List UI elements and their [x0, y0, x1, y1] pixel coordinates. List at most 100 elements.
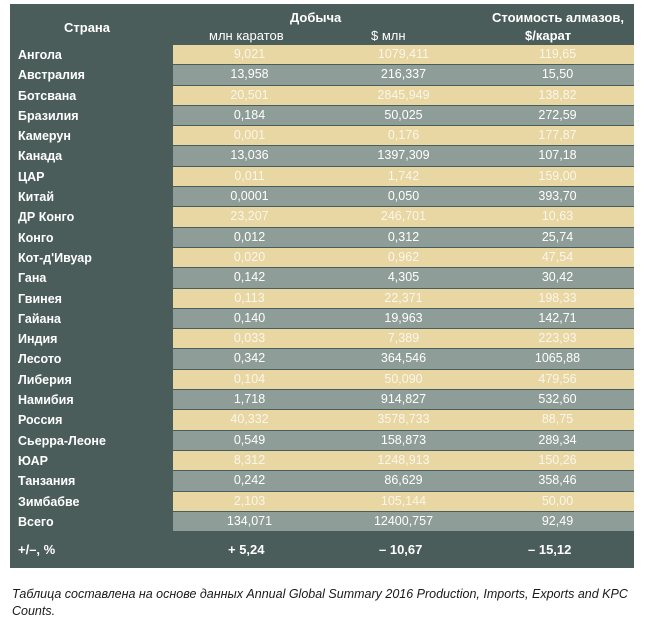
per-carat-cell: 159,00 — [538, 168, 577, 183]
country-name: Гайана — [18, 311, 62, 326]
per-carat-cell: 92,49 — [541, 513, 574, 528]
row-values: 0,342 364,546 1065,88 — [173, 349, 634, 369]
per-carat-cell: 30,42 — [541, 270, 574, 285]
carats-cell: 0,342 — [233, 351, 266, 366]
per-carat-cell: 479,56 — [538, 371, 577, 386]
table-row: Лесото 0,342 364,546 1065,88 — [10, 349, 634, 369]
per-carat-cell: 223,93 — [538, 331, 577, 346]
carats-cell: 9,021 — [233, 47, 266, 61]
carats-cell: 13,958 — [230, 67, 269, 82]
per-carat-cell: 119,65 — [538, 47, 577, 61]
country-name: Лесото — [18, 352, 62, 367]
per-carat-cell: 393,70 — [538, 189, 577, 204]
country-name: Танзания — [18, 474, 76, 489]
per-carat-cell: 47,54 — [541, 249, 574, 264]
per-carat-cell: 532,60 — [538, 392, 577, 407]
country-name: Гана — [18, 271, 47, 286]
row-values: 13,036 1397,309 107,18 — [173, 146, 634, 166]
table-row: Канада 13,036 1397,309 107,18 — [10, 146, 634, 166]
usd-cell: 1079,411 — [377, 47, 430, 61]
usd-cell: 216,337 — [380, 67, 427, 82]
row-values: 0,001 0,176 177,87 — [173, 126, 634, 146]
row-values: 0,549 158,873 289,34 — [173, 430, 634, 450]
usd-cell: 246,701 — [380, 209, 427, 224]
row-values: 0,104 50,090 479,56 — [173, 369, 634, 390]
row-values: 0,113 22,371 198,33 — [173, 288, 634, 308]
table-body: Ангола 9,021 1079,411 119,65 Австралия 13,958… — [10, 45, 634, 532]
carats-cell: 1,718 — [233, 392, 266, 407]
country-name: Зимбабве — [18, 494, 80, 509]
usd-cell: 50,090 — [384, 371, 423, 386]
usd-cell: 0,962 — [387, 249, 420, 264]
table-row: Гана 0,142 4,305 30,42 — [10, 268, 634, 288]
table-row: Танзания 0,242 86,629 358,46 — [10, 471, 634, 491]
usd-cell: 0,312 — [387, 229, 420, 244]
usd-cell: 158,873 — [380, 432, 427, 447]
row-values: 23,207 246,701 10,63 — [173, 207, 634, 227]
diamond-table: Страна Добыча млн каратов $ млн Стоимост… — [10, 4, 634, 568]
carats-cell: 0,011 — [234, 168, 265, 183]
carats-cell: 0,549 — [233, 432, 266, 447]
usd-cell: 7,389 — [387, 331, 420, 346]
usd-cell: 1397,309 — [377, 148, 430, 163]
row-values: 0,020 0,962 47,54 — [173, 247, 634, 268]
country-name: Кот-д'Ивуар — [18, 250, 92, 265]
source-caption: Таблица составлена на основе данных Annu… — [12, 587, 628, 618]
table-row: Конго 0,012 0,312 25,74 — [10, 227, 634, 248]
country-name: Либерия — [18, 372, 72, 387]
row-values: 2,103 105,144 50,00 — [173, 491, 634, 511]
table-row: Австралия 13,958 216,337 15,50 — [10, 65, 634, 85]
table-row: Гайана 0,140 19,963 142,71 — [10, 308, 634, 329]
per-carat-cell: 50,00 — [541, 493, 574, 508]
country-name: Индия — [18, 332, 58, 347]
table-row: Намибия 1,718 914,827 532,60 — [10, 390, 634, 410]
table-row: Ангола 9,021 1079,411 119,65 — [10, 45, 634, 65]
per-carat-cell: 15,50 — [541, 67, 574, 82]
carats-cell: 0,012 — [233, 229, 266, 244]
table-row: Камерун 0,001 0,176 177,87 — [10, 126, 634, 146]
country-name: Австралия — [18, 68, 85, 83]
carats-cell: 0,104 — [233, 371, 266, 386]
row-values: 0,0001 0,050 393,70 — [173, 187, 634, 207]
country-name: Россия — [18, 413, 63, 428]
country-name: Канада — [18, 149, 63, 164]
usd-cell: 1248,913 — [377, 452, 430, 467]
header-production: Добыча — [290, 10, 342, 25]
table-row: Зимбабве 2,103 105,144 50,00 — [10, 491, 634, 512]
carats-cell: 2,103 — [233, 493, 266, 508]
row-values: 0,142 4,305 30,42 — [173, 268, 634, 288]
usd-cell: 0,176 — [387, 128, 420, 143]
row-values: 9,021 1079,411 119,65 — [173, 45, 634, 65]
header-value-line2: $/карат — [525, 28, 572, 43]
country-name: Всего — [18, 514, 54, 529]
table-row: Гвинея 0,113 22,371 198,33 — [10, 288, 634, 309]
table-row: Сьерра-Леоне 0,549 158,873 289,34 — [10, 430, 634, 451]
change-per-carat: – 15,12 — [528, 542, 572, 557]
per-carat-cell: 289,34 — [538, 432, 577, 447]
change-usd: – 10,67 — [379, 542, 423, 557]
carats-cell: 0,033 — [233, 331, 266, 346]
table-row: Кот-д'Ивуар 0,020 0,962 47,54 — [10, 247, 634, 268]
country-name: ЮАР — [18, 453, 48, 468]
header-value-line1: Стоимость алмазов, — [492, 10, 624, 25]
table-row: ДР Конго 23,207 246,701 10,63 — [10, 207, 634, 227]
per-carat-cell: 358,46 — [538, 473, 577, 488]
country-name: Китай — [18, 190, 55, 205]
table-row: ЮАР 8,312 1248,913 150,26 — [10, 450, 634, 471]
country-name: Намибия — [18, 393, 74, 408]
country-name: Гвинея — [18, 291, 62, 306]
row-values: 1,718 914,827 532,60 — [173, 390, 634, 410]
carats-cell: 0,140 — [233, 310, 266, 325]
usd-cell: 914,827 — [380, 392, 427, 407]
row-values: 0,140 19,963 142,71 — [173, 308, 634, 329]
usd-cell: 105,144 — [380, 493, 427, 508]
change-carats: + 5,24 — [228, 542, 265, 557]
usd-cell: 19,963 — [384, 310, 423, 325]
row-values: 0,242 86,629 358,46 — [173, 471, 634, 491]
header-usd: $ млн — [371, 28, 406, 43]
country-name: Камерун — [18, 129, 71, 144]
carats-cell: 0,001 — [233, 128, 266, 143]
per-carat-cell: 10,63 — [541, 209, 574, 224]
per-carat-cell: 177,87 — [538, 128, 577, 143]
carats-cell: 8,312 — [233, 452, 266, 467]
